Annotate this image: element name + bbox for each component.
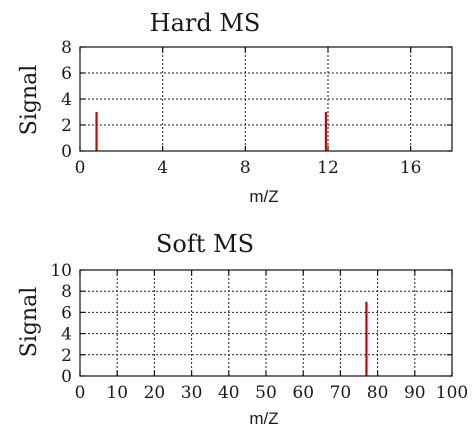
y-tick-label: 2 (61, 116, 72, 136)
x-tick-label: 50 (255, 383, 277, 403)
x-tick-label: 10 (106, 383, 128, 403)
x-tick-label: 30 (181, 383, 203, 403)
x-tick-label: 100 (436, 383, 468, 403)
chart-title: Hard MS (150, 9, 261, 37)
y-tick-label: 2 (61, 346, 72, 366)
x-tick-label: 20 (144, 383, 166, 403)
y-tick-label: 10 (50, 261, 72, 281)
y-tick-label: 4 (61, 325, 72, 345)
x-tick-label: 40 (218, 383, 240, 403)
y-tick-label: 6 (61, 64, 72, 84)
chart-title: Soft MS (156, 230, 254, 258)
y-axis-label: Signal (17, 65, 42, 136)
x-tick-label: 16 (400, 158, 422, 178)
grid (80, 47, 452, 151)
hard-ms-chart: Hard MS Signal m/Z 0 2 4 6 8 0 4 8 12 16 (17, 9, 453, 206)
x-tick-label: 60 (292, 383, 314, 403)
x-tick-label: 70 (330, 383, 352, 403)
x-tick-label: 0 (75, 383, 86, 403)
y-tick-label: 8 (61, 38, 72, 58)
y-axis-label: Signal (17, 287, 42, 358)
plot-frame (79, 269, 453, 377)
x-tick-label: 80 (367, 383, 389, 403)
x-tick-label: 0 (75, 158, 86, 178)
x-axis-label: m/Z (249, 187, 278, 206)
grid (80, 270, 452, 376)
x-axis-label: m/Z (249, 409, 278, 428)
x-tick-label: 90 (404, 383, 426, 403)
x-tick-label: 12 (317, 158, 339, 178)
x-tick-label: 4 (157, 158, 168, 178)
x-tick-label: 8 (240, 158, 251, 178)
axis-ticks: 0 2 4 6 8 0 4 8 12 16 (61, 38, 452, 178)
y-tick-label: 6 (61, 303, 72, 323)
y-tick-label: 0 (61, 142, 72, 162)
y-tick-label: 4 (61, 90, 72, 110)
y-tick-label: 0 (61, 367, 72, 387)
y-tick-label: 8 (61, 282, 72, 302)
plot-frame (79, 46, 453, 152)
bars (95, 112, 328, 151)
